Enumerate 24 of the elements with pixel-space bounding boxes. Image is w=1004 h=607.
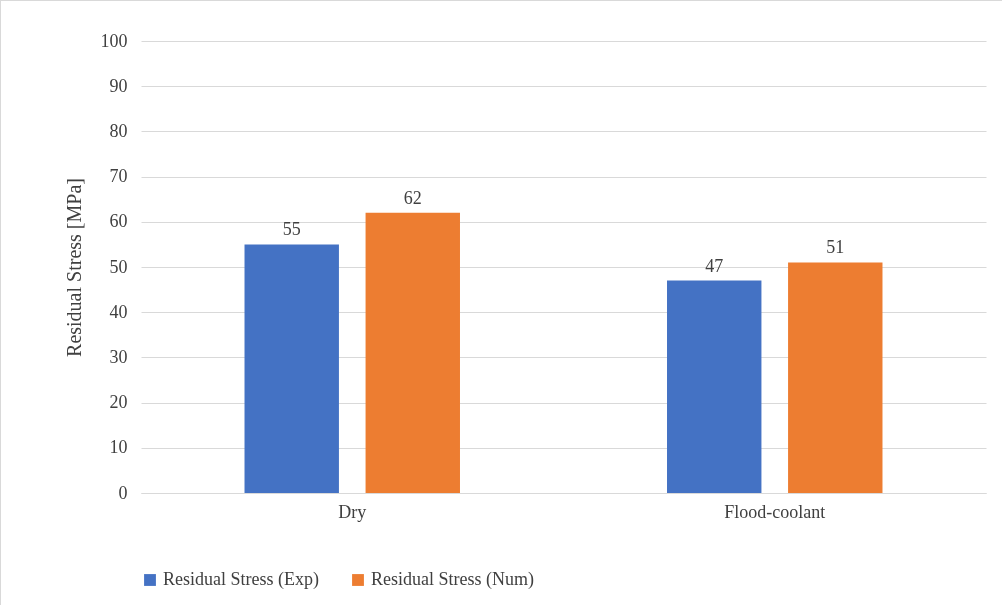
y-axis-title: Residual Stress [MPa] <box>62 178 85 357</box>
y-tick-label: 10 <box>109 437 128 458</box>
y-tick-label: 30 <box>109 346 128 367</box>
y-tick-label: 100 <box>100 30 128 51</box>
data-label: 62 <box>403 187 422 208</box>
y-tick-label: 40 <box>109 301 128 322</box>
bar <box>365 212 460 493</box>
bar <box>667 280 762 493</box>
y-tick-label: 70 <box>109 166 128 187</box>
y-tick-label: 20 <box>109 392 128 413</box>
data-label: 47 <box>705 255 724 276</box>
bar <box>788 262 883 493</box>
x-tick-label: Dry <box>338 501 367 522</box>
y-tick-label: 60 <box>109 211 128 232</box>
bar <box>244 244 339 493</box>
legend-label: Residual Stress (Exp) <box>163 569 319 590</box>
y-tick-label: 90 <box>109 75 128 96</box>
y-tick-label: 50 <box>109 256 128 277</box>
x-tick-label: Flood-coolant <box>724 501 826 522</box>
data-label: 51 <box>826 237 845 258</box>
legend-label: Residual Stress (Num) <box>371 569 534 590</box>
data-label: 55 <box>282 219 301 240</box>
y-tick-label: 80 <box>109 120 128 141</box>
y-tick-label: 0 <box>118 482 128 503</box>
